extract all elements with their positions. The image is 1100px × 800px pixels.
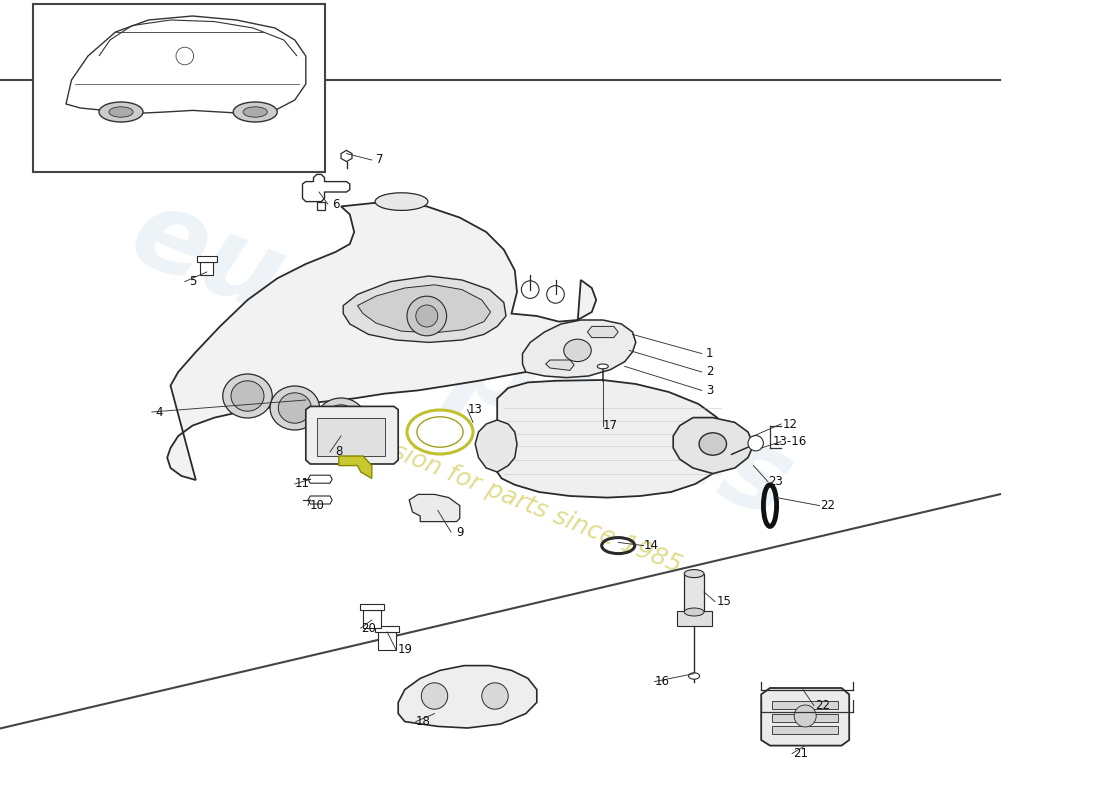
Polygon shape bbox=[167, 202, 596, 480]
Polygon shape bbox=[409, 494, 460, 522]
Text: 14: 14 bbox=[644, 539, 659, 552]
Polygon shape bbox=[308, 496, 332, 504]
Circle shape bbox=[547, 286, 564, 303]
Text: 17: 17 bbox=[603, 419, 618, 432]
Ellipse shape bbox=[564, 339, 592, 362]
Text: 22: 22 bbox=[820, 499, 835, 512]
Ellipse shape bbox=[231, 381, 264, 411]
Polygon shape bbox=[360, 604, 384, 610]
Polygon shape bbox=[546, 360, 574, 370]
Ellipse shape bbox=[684, 570, 704, 578]
Bar bbox=[772, 726, 838, 734]
Circle shape bbox=[482, 682, 508, 709]
Text: 8: 8 bbox=[336, 446, 342, 458]
Ellipse shape bbox=[689, 673, 700, 679]
Ellipse shape bbox=[222, 374, 273, 418]
Text: 9: 9 bbox=[456, 526, 463, 538]
Text: 2: 2 bbox=[706, 366, 713, 378]
Text: 19: 19 bbox=[397, 643, 412, 656]
Bar bbox=[676, 611, 712, 626]
Text: 22: 22 bbox=[815, 699, 830, 712]
Polygon shape bbox=[308, 475, 332, 483]
Ellipse shape bbox=[109, 106, 133, 118]
Circle shape bbox=[407, 296, 447, 336]
Ellipse shape bbox=[243, 106, 267, 118]
Bar bbox=[772, 701, 838, 709]
Polygon shape bbox=[339, 456, 372, 478]
Ellipse shape bbox=[684, 608, 704, 616]
Text: 5: 5 bbox=[189, 275, 196, 288]
Polygon shape bbox=[317, 202, 324, 210]
Ellipse shape bbox=[233, 102, 277, 122]
Bar bbox=[684, 574, 704, 612]
Polygon shape bbox=[197, 256, 217, 262]
Text: eurospares: eurospares bbox=[117, 179, 807, 541]
Circle shape bbox=[416, 305, 438, 327]
Text: 15: 15 bbox=[716, 595, 732, 608]
Text: 4: 4 bbox=[156, 406, 163, 418]
Text: 13: 13 bbox=[468, 403, 483, 416]
Circle shape bbox=[521, 281, 539, 298]
Ellipse shape bbox=[271, 386, 320, 430]
Polygon shape bbox=[200, 262, 213, 275]
Circle shape bbox=[421, 682, 448, 709]
Polygon shape bbox=[375, 626, 399, 632]
Text: 13-16: 13-16 bbox=[772, 435, 807, 448]
Ellipse shape bbox=[700, 433, 727, 455]
Text: 21: 21 bbox=[793, 747, 808, 760]
Ellipse shape bbox=[317, 398, 365, 442]
Bar bbox=[772, 714, 838, 722]
Text: 12: 12 bbox=[782, 418, 797, 430]
Text: 11: 11 bbox=[295, 478, 310, 490]
Bar bbox=[33, 4, 324, 172]
Text: 6: 6 bbox=[332, 198, 339, 210]
Ellipse shape bbox=[278, 393, 311, 423]
Text: 16: 16 bbox=[654, 675, 670, 688]
Polygon shape bbox=[673, 418, 754, 474]
Circle shape bbox=[748, 435, 763, 451]
Circle shape bbox=[794, 705, 816, 727]
Text: a passion for parts since 1985: a passion for parts since 1985 bbox=[327, 414, 685, 578]
Polygon shape bbox=[306, 406, 398, 464]
Polygon shape bbox=[341, 150, 352, 162]
Bar bbox=[317, 418, 385, 456]
Text: 7: 7 bbox=[376, 154, 383, 166]
Text: 10: 10 bbox=[309, 499, 324, 512]
Polygon shape bbox=[761, 688, 849, 746]
Polygon shape bbox=[475, 420, 517, 472]
Text: 18: 18 bbox=[416, 715, 431, 728]
Polygon shape bbox=[398, 666, 537, 728]
Text: 23: 23 bbox=[768, 475, 783, 488]
Polygon shape bbox=[497, 380, 724, 498]
Polygon shape bbox=[363, 610, 381, 628]
Polygon shape bbox=[302, 174, 350, 202]
Ellipse shape bbox=[99, 102, 143, 122]
Polygon shape bbox=[358, 285, 491, 333]
Ellipse shape bbox=[375, 193, 428, 210]
Ellipse shape bbox=[597, 364, 608, 369]
Text: 20: 20 bbox=[361, 622, 376, 634]
Polygon shape bbox=[522, 320, 636, 378]
Ellipse shape bbox=[324, 405, 358, 435]
Polygon shape bbox=[343, 276, 506, 342]
Text: 3: 3 bbox=[706, 384, 713, 397]
Polygon shape bbox=[378, 632, 396, 650]
Text: 1: 1 bbox=[706, 347, 713, 360]
Polygon shape bbox=[587, 326, 618, 338]
